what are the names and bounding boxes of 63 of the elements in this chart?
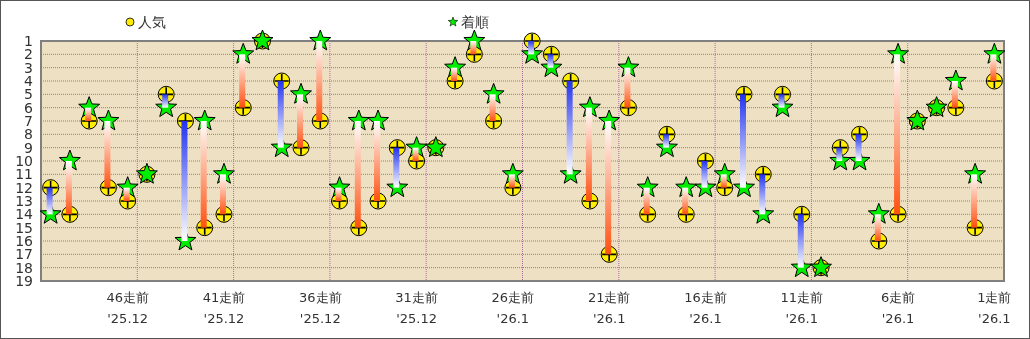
bar (624, 67, 631, 108)
y-tick-label: 13 (15, 193, 33, 209)
bar (528, 41, 535, 55)
bar (605, 121, 612, 255)
x-tick-label: 11走前 '26.1 (780, 290, 824, 326)
bar (951, 81, 958, 108)
bar (874, 214, 881, 241)
y-tick-label: 16 (15, 233, 34, 249)
bar (739, 94, 746, 188)
bar (566, 81, 573, 175)
y-tick-label: 4 (24, 73, 34, 89)
bar (200, 121, 207, 228)
bar (277, 81, 284, 148)
bar (374, 121, 381, 201)
bar (181, 121, 188, 241)
bar (662, 134, 669, 148)
x-tick-label: 26走前 '26.1 (491, 290, 535, 326)
legend-label: 着順 (461, 14, 489, 30)
x-tick-label: 21走前 '26.1 (587, 290, 631, 326)
y-tick-label: 1 (24, 33, 33, 49)
x-tick-label: 46走前 '25.12 (106, 290, 149, 326)
bar (894, 54, 901, 215)
bar (797, 214, 804, 268)
bar (297, 94, 304, 148)
bar (643, 187, 650, 215)
bar (585, 107, 592, 201)
bar (354, 121, 361, 228)
x-tick-label: 16走前 '26.1 (684, 290, 727, 326)
bar (335, 187, 342, 201)
bar (990, 54, 997, 81)
bar (65, 161, 72, 215)
bar (123, 187, 130, 201)
legend-label: 人気 (138, 14, 166, 30)
bar (836, 147, 843, 161)
y-tick-label: 7 (24, 113, 33, 129)
bar (451, 67, 458, 81)
bar (682, 187, 689, 215)
bar (239, 54, 246, 108)
bar (547, 54, 554, 68)
bar (778, 94, 785, 108)
x-tick-label: 41走前 '25.12 (202, 290, 246, 326)
bar (971, 174, 978, 228)
bar (489, 94, 496, 121)
bar (759, 174, 766, 215)
bar (412, 147, 419, 161)
bar (219, 174, 226, 215)
bar (508, 174, 515, 188)
bar (46, 187, 53, 215)
bar (85, 107, 92, 121)
x-tick-label: 1走前 '26.1 (977, 290, 1012, 326)
x-tick-label: 6走前 '26.1 (880, 290, 916, 326)
bar (701, 161, 708, 188)
y-tick-label: 19 (15, 273, 33, 289)
x-tick-label: 31走前 '25.12 (395, 290, 438, 326)
x-tick-label: 36走前 '25.12 (299, 290, 342, 326)
bar (855, 134, 862, 161)
bar (720, 174, 727, 188)
bar (162, 94, 169, 108)
bar (316, 41, 323, 121)
bar (104, 121, 111, 188)
bar (470, 41, 477, 55)
y-tick-label: 10 (15, 153, 33, 169)
bar (393, 147, 400, 188)
